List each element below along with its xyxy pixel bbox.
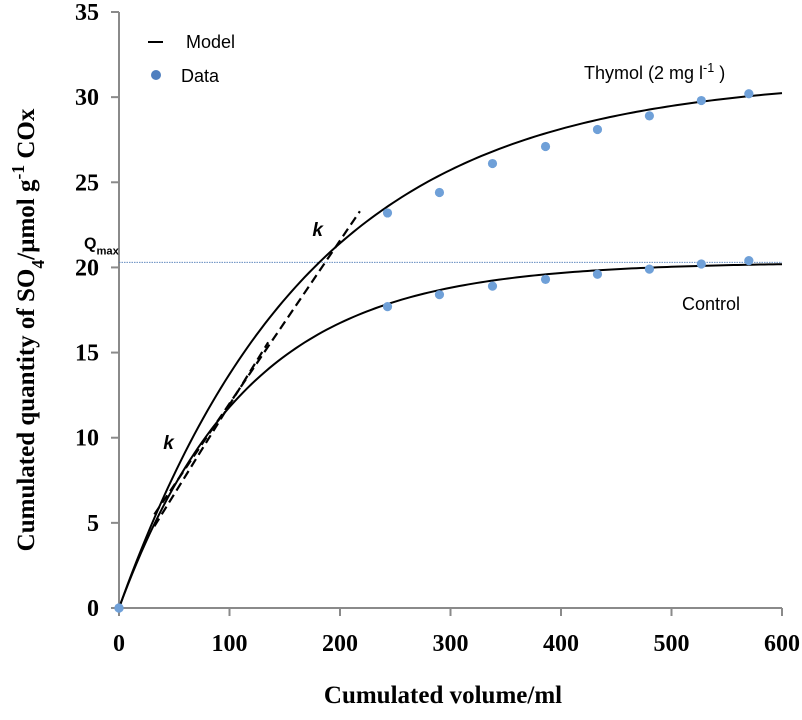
tangent-line	[153, 341, 270, 527]
qmax-label: Qmax	[84, 235, 120, 257]
data-point	[644, 111, 655, 121]
y-tick-label: 20	[75, 255, 99, 281]
legend-model-label: Model	[186, 32, 235, 52]
y-tick-label: 10	[75, 426, 99, 452]
data-point	[114, 603, 124, 613]
legend-data-label: Data	[181, 66, 220, 86]
x-tick-label: 300	[433, 631, 469, 657]
y-tick-label: 15	[75, 341, 99, 367]
y-axis-title-group: Cumulated quantity of SO4/µmol g-1 COx	[8, 108, 48, 551]
data-point	[487, 158, 498, 169]
data-point	[540, 141, 551, 152]
y-tick-label: 30	[75, 85, 99, 111]
data-point	[744, 89, 754, 99]
data-point	[592, 269, 603, 279]
tangent-k-label: k	[312, 220, 324, 241]
tangent-k-label: k	[163, 433, 175, 454]
data-point	[744, 256, 754, 266]
y-tick-label: 5	[87, 511, 99, 537]
data-point	[644, 264, 655, 274]
data-point	[434, 290, 445, 300]
data-point	[382, 208, 393, 218]
data-point	[696, 259, 706, 269]
data-point	[540, 274, 551, 284]
x-tick-label: 400	[543, 631, 579, 657]
y-tick-label: 25	[75, 170, 99, 196]
data-point	[592, 124, 603, 135]
series-label-thymol: Thymol (2 mg l-1 )	[584, 61, 725, 83]
data-point	[696, 95, 706, 106]
y-tick-label: 35	[75, 0, 99, 26]
y-tick-label: 0	[87, 596, 99, 622]
data-points	[114, 89, 754, 613]
x-tick-label: 0	[113, 631, 125, 657]
x-tick-label: 100	[212, 631, 248, 657]
legend: Model Data	[148, 32, 235, 86]
model-curve-control	[118, 263, 783, 609]
x-axis-title: Cumulated volume/ml	[324, 682, 562, 709]
data-point	[434, 187, 445, 198]
series-label-control: Control	[682, 294, 740, 314]
data-point	[382, 301, 393, 312]
x-tick-label: 600	[764, 631, 800, 657]
axes: 0 5 10 15 20 25 30 35 0 100 200 300 400 500 600	[75, 0, 800, 657]
annotations: Qmax k k	[84, 210, 782, 527]
legend-data-swatch	[151, 70, 161, 80]
x-tick-label: 200	[322, 631, 358, 657]
data-point	[487, 281, 498, 291]
x-tick-label: 500	[654, 631, 690, 657]
model-curve-thymol	[118, 92, 783, 609]
labels: Cumulated volume/ml Cumulated quantity of…	[8, 61, 740, 709]
model-curves	[118, 92, 783, 609]
y-axis-title: Cumulated quantity of SO4/µmol g-1 COx	[8, 108, 48, 551]
